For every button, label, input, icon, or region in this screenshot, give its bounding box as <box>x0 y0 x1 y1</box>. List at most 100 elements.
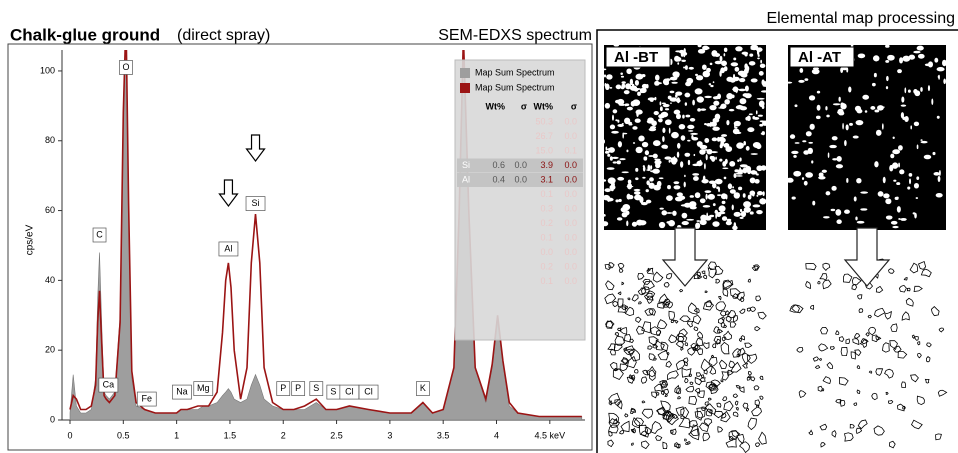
map-speck <box>601 221 609 227</box>
peak-label-box <box>172 384 192 400</box>
map-contour <box>641 321 651 334</box>
map-speck <box>916 144 919 150</box>
map-speck <box>738 186 743 191</box>
map-speck <box>668 159 671 163</box>
map-contour <box>707 383 716 389</box>
map-contour <box>664 393 668 398</box>
map-speck <box>899 169 905 175</box>
map-speck <box>896 206 901 213</box>
map-speck <box>758 100 765 108</box>
map-speck <box>635 109 643 115</box>
map-speck <box>718 187 721 193</box>
peak-label-box <box>276 381 291 396</box>
map-contour <box>661 390 665 396</box>
table-header: Wt% <box>486 101 506 111</box>
map-contour <box>613 418 618 425</box>
map-speck <box>630 100 636 107</box>
map-speck <box>659 101 662 106</box>
map-speck <box>684 152 691 157</box>
map-speck <box>749 53 754 57</box>
map-speck <box>754 178 760 184</box>
map-speck <box>763 199 766 205</box>
map-contour <box>935 433 942 441</box>
map-contour <box>713 335 722 345</box>
map-speck <box>916 176 920 181</box>
map-speck <box>713 100 720 106</box>
map-contour <box>852 338 860 346</box>
map-contour <box>722 279 734 289</box>
map-contour <box>695 337 703 347</box>
map-contour <box>885 391 889 395</box>
map-contour <box>888 440 896 449</box>
map-contour <box>738 337 742 343</box>
map-speck <box>734 123 736 129</box>
map-speck <box>896 182 901 186</box>
map-contour <box>618 429 625 435</box>
map-contour <box>753 385 760 391</box>
map-contour <box>707 261 717 271</box>
map-speck <box>907 186 911 190</box>
map-speck <box>845 124 849 131</box>
map-contour <box>720 410 731 423</box>
map-speck <box>617 176 625 181</box>
map-contour <box>675 340 684 349</box>
map-contour <box>720 379 724 383</box>
map-speck <box>605 83 610 91</box>
map-contour <box>701 406 707 412</box>
map-contour <box>853 402 858 406</box>
map-speck <box>725 194 728 200</box>
map-speck <box>676 99 681 103</box>
map-speck <box>666 221 671 224</box>
map-contour <box>663 388 670 395</box>
map-speck <box>657 118 663 123</box>
map-speck <box>721 200 726 205</box>
map-contour <box>817 385 823 392</box>
map-speck <box>721 60 727 67</box>
x-tick-label: 4 <box>494 430 499 440</box>
map-contour <box>819 423 828 431</box>
map-contour <box>926 342 932 348</box>
map-contour <box>704 290 708 294</box>
map-speck <box>875 129 882 136</box>
table-cell: 3.1 <box>540 174 553 184</box>
map-speck <box>857 53 866 59</box>
x-tick-label: 1 <box>174 430 179 440</box>
legend-swatch <box>460 68 470 78</box>
map-contour <box>838 336 845 342</box>
map-contour <box>647 267 652 273</box>
map-speck <box>803 180 808 186</box>
map-contour <box>641 400 646 404</box>
map-contour <box>725 315 732 323</box>
map-speck <box>818 176 826 180</box>
map-speck <box>732 225 738 231</box>
map-contour <box>817 280 821 285</box>
map-contour <box>709 365 717 375</box>
map-speck <box>671 131 679 139</box>
map-speck <box>642 166 646 172</box>
map-speck <box>742 193 746 198</box>
map-contour <box>805 263 817 271</box>
map-contour <box>670 428 677 435</box>
map-speck <box>704 46 710 50</box>
map-speck <box>805 131 812 137</box>
map-speck <box>615 99 621 104</box>
peak-label: S <box>313 383 319 393</box>
map-contour <box>826 361 834 370</box>
map-contour <box>745 407 750 412</box>
map-speck <box>885 86 889 90</box>
map-speck <box>913 50 921 54</box>
map-speck <box>923 154 932 160</box>
map-speck <box>720 67 725 74</box>
map-speck <box>744 52 748 57</box>
map-contour <box>746 307 752 312</box>
map-speck <box>731 204 734 211</box>
map-speck <box>636 219 644 226</box>
map-speck <box>902 116 906 121</box>
map-contour <box>688 373 693 378</box>
map-speck <box>805 172 814 178</box>
table-cell: 0.1 <box>540 189 553 199</box>
maps-title: Elemental map processing <box>766 10 955 27</box>
map-contour <box>697 390 705 398</box>
map-speck <box>644 150 650 156</box>
map-speck <box>724 158 728 165</box>
